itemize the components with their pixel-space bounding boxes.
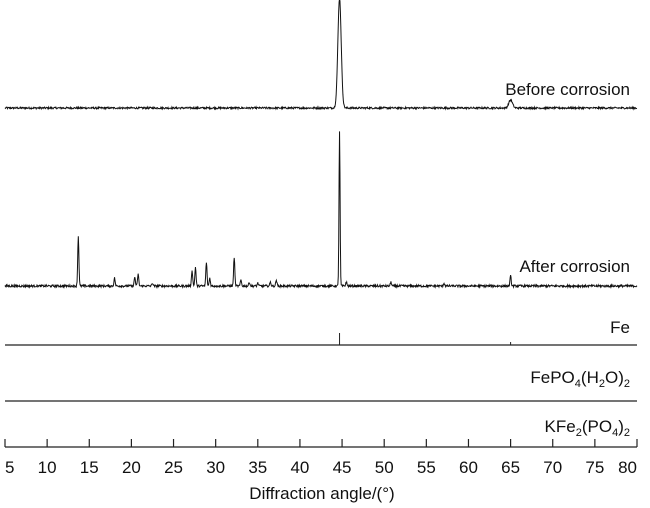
x-tick-label: 60 [459, 458, 478, 477]
x-tick-label: 10 [38, 458, 57, 477]
x-axis-ticks: 5 10 15 20 25 30 35 40 45 50 55 60 65 70 75 80 [4, 439, 638, 477]
x-axis-title: Diffraction angle/(°) [249, 484, 394, 503]
fepo4-part-3: O) [605, 368, 624, 387]
kfe-part-1: KFe [545, 417, 576, 436]
kfe-sub-2a: 2 [576, 427, 582, 439]
reference-label-fepo4: FePO4(H2O)2 [530, 368, 630, 390]
x-tick-label: 40 [290, 458, 309, 477]
series-label-before: Before corrosion [505, 80, 630, 99]
kfe-part-3: ) [618, 417, 624, 436]
fepo4-sub-2a: 2 [599, 378, 605, 390]
x-tick-label: 80 [618, 458, 637, 477]
x-tick-label: 55 [417, 458, 436, 477]
fepo4-part-2: (H [581, 368, 599, 387]
series-label-after: After corrosion [519, 257, 630, 276]
x-tick-label: 45 [333, 458, 352, 477]
x-tick-label: 35 [248, 458, 267, 477]
x-tick-label: 15 [80, 458, 99, 477]
fepo4-part-1: FePO [530, 368, 574, 387]
x-tick-label: 20 [122, 458, 141, 477]
series-line-1 [4, 131, 638, 290]
fepo4-sub-2b: 2 [624, 378, 630, 390]
reference-baselines [5, 333, 637, 402]
reference-label-fe: Fe [610, 318, 630, 337]
kfe-part-2: (PO [582, 417, 612, 436]
kfe-sub-4: 4 [612, 427, 618, 439]
x-tick-label: 65 [501, 458, 520, 477]
x-tick-label: 30 [206, 458, 225, 477]
x-tick-label: 70 [543, 458, 562, 477]
kfe-sub-2b: 2 [624, 427, 630, 439]
x-tick-label: 5 [5, 458, 14, 477]
x-tick-label: 50 [375, 458, 394, 477]
x-tick-label: 75 [585, 458, 604, 477]
reference-label-kfe2po4: KFe2(PO4)2 [545, 417, 630, 439]
series-line-0 [4, 0, 638, 111]
fepo4-sub-4: 4 [575, 378, 581, 390]
x-tick-label: 25 [164, 458, 183, 477]
series-traces [4, 0, 638, 290]
